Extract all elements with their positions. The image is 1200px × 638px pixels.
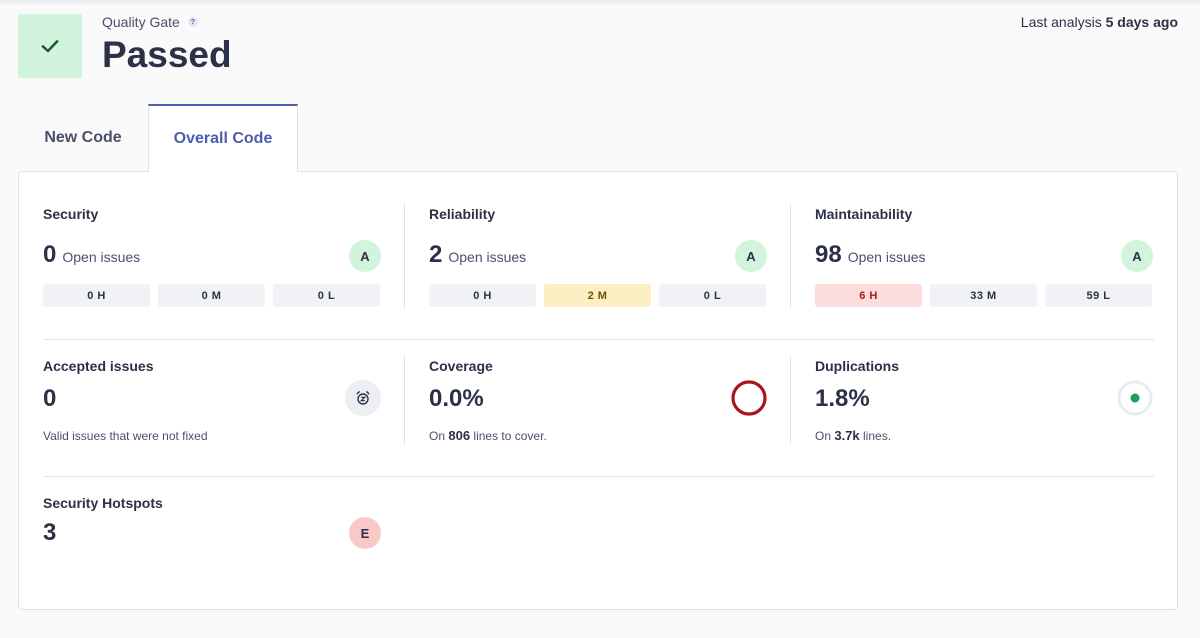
duplications-note-suffix: lines. <box>863 429 892 443</box>
alarm-clock-icon <box>356 391 370 405</box>
reliability-count-label: Open issues <box>448 249 527 265</box>
security-medium-count[interactable]: 0 M <box>158 284 265 307</box>
quality-gate-status-icon <box>18 14 82 78</box>
divider <box>790 204 791 308</box>
accepted-issues-title: Accepted issues <box>43 358 154 374</box>
check-icon <box>41 39 59 53</box>
security-count-label: Open issues <box>62 249 141 265</box>
reliability-open-issues[interactable]: 2 Open issues <box>429 241 526 269</box>
coverage-note-suffix: lines to cover. <box>473 429 547 443</box>
duplications-note-prefix: On <box>815 429 832 443</box>
coverage-note-prefix: On <box>429 429 446 443</box>
divider <box>790 356 791 444</box>
divider <box>404 204 405 308</box>
security-title: Security <box>43 206 99 222</box>
coverage-note: On 806 lines to cover. <box>429 428 547 443</box>
last-analysis: Last analysis 5 days ago <box>1021 14 1178 30</box>
tab-new-code[interactable]: New Code <box>44 129 122 146</box>
security-hotspots-title: Security Hotspots <box>43 495 163 511</box>
top-shadow <box>0 0 1200 6</box>
coverage-value: 0.0% <box>429 385 484 412</box>
security-rating-badge[interactable]: A <box>349 240 381 272</box>
maintainability-severity-row: 6 H 33 M 59 L <box>815 284 1152 307</box>
security-count: 0 <box>43 241 57 268</box>
divider <box>404 356 405 444</box>
duplications-lines-count[interactable]: 3.7k <box>834 428 860 443</box>
last-analysis-value: 5 days ago <box>1105 14 1178 30</box>
accepted-issues-icon-badge <box>345 380 381 416</box>
maintainability-rating-badge[interactable]: A <box>1121 240 1153 272</box>
accepted-issues-value[interactable]: 0 <box>43 385 56 413</box>
help-icon[interactable]: ? <box>187 17 198 27</box>
last-analysis-prefix: Last analysis <box>1020 14 1102 30</box>
maintainability-open-issues[interactable]: 98 Open issues <box>815 241 926 269</box>
accepted-issues-count: 0 <box>43 385 57 412</box>
accepted-issues-note: Valid issues that were not fixed <box>43 429 208 443</box>
maintainability-high-count[interactable]: 6 H <box>815 284 922 307</box>
divider <box>44 339 1154 340</box>
security-hotspots-value[interactable]: 3 <box>43 519 56 547</box>
reliability-count: 2 <box>429 241 443 268</box>
quality-gate-label-row: Quality Gate ? <box>102 14 198 30</box>
reliability-title: Reliability <box>429 206 496 222</box>
security-hotspots-rating-badge[interactable]: E <box>349 517 381 549</box>
coverage-value-link[interactable]: 0.0% <box>429 385 484 413</box>
overall-code-panel: Security 0 Open issues A 0 H 0 M 0 L Rel… <box>18 171 1178 610</box>
security-severity-row: 0 H 0 M 0 L <box>43 284 380 307</box>
maintainability-low-count[interactable]: 59 L <box>1045 284 1152 307</box>
duplications-value: 1.8% <box>815 385 870 412</box>
reliability-severity-row: 0 H 2 M 0 L <box>429 284 766 307</box>
divider <box>44 476 1154 477</box>
coverage-lines-count[interactable]: 806 <box>448 428 471 443</box>
coverage-donut-icon <box>731 380 767 416</box>
security-low-count[interactable]: 0 L <box>273 284 380 307</box>
security-high-count[interactable]: 0 H <box>43 284 150 307</box>
coverage-title: Coverage <box>429 358 493 374</box>
maintainability-count-label: Open issues <box>847 249 926 265</box>
security-open-issues[interactable]: 0 Open issues <box>43 241 140 269</box>
duplications-note: On 3.7k lines. <box>815 428 891 443</box>
maintainability-count: 98 <box>815 241 842 268</box>
security-hotspots-count: 3 <box>43 519 57 546</box>
tab-overall-code[interactable]: Overall Code <box>148 104 298 172</box>
reliability-high-count[interactable]: 0 H <box>429 284 536 307</box>
reliability-medium-count[interactable]: 2 M <box>544 284 651 307</box>
maintainability-title: Maintainability <box>815 206 913 222</box>
reliability-low-count[interactable]: 0 L <box>659 284 766 307</box>
maintainability-medium-count[interactable]: 33 M <box>930 284 1037 307</box>
duplications-value-link[interactable]: 1.8% <box>815 385 870 413</box>
duplications-indicator-icon <box>1117 380 1153 416</box>
quality-gate-label: Quality Gate <box>102 14 180 30</box>
reliability-rating-badge[interactable]: A <box>735 240 767 272</box>
duplications-title: Duplications <box>815 358 900 374</box>
quality-gate-status: Passed <box>102 34 232 75</box>
